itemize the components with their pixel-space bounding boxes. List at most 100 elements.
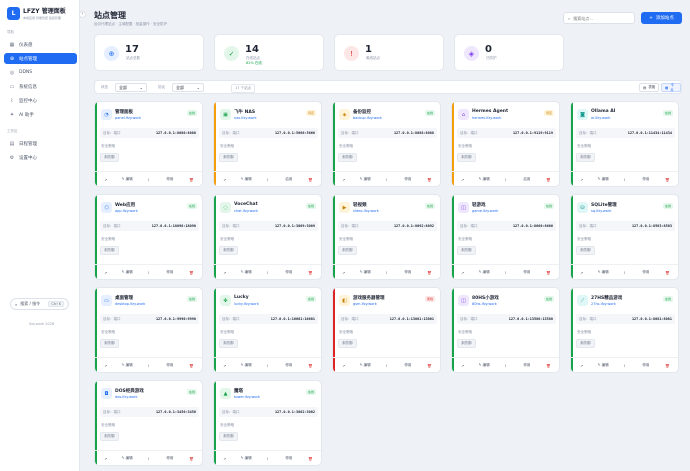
delete-icon[interactable]: 🗑 [308, 270, 313, 275]
activity-icon[interactable]: ⌇ [266, 363, 269, 368]
site-host-link[interactable]: dos.lfzy.work [115, 395, 138, 399]
edit-button[interactable]: ✎ 编辑 [597, 363, 609, 367]
toggle-button[interactable]: 停用 [166, 177, 174, 181]
toggle-button[interactable]: 停用 [285, 363, 293, 367]
site-card[interactable]: ◔ 管理面板 panel.lfzy.work 在线 目标：端口 127.0.0.1:808… [94, 101, 203, 187]
site-host-link[interactable]: lucky.lfzy.work [234, 302, 259, 306]
delete-icon[interactable]: 🗑 [189, 456, 194, 461]
site-host-link[interactable]: app.lfzy.work [115, 209, 138, 213]
open-link-icon[interactable]: ↗ [461, 177, 465, 182]
delete-icon[interactable]: 🗑 [427, 363, 432, 368]
site-card[interactable]: ⌂ Hermes Agent hermes.lfzy.work 待定 目标：端口 127.… [451, 101, 560, 187]
toggle-button[interactable]: 停用 [642, 270, 650, 274]
delete-icon[interactable]: 🗑 [189, 270, 194, 275]
toggle-button[interactable]: 停用 [166, 456, 174, 460]
search-input[interactable] [573, 15, 629, 21]
open-link-icon[interactable]: ↗ [223, 177, 227, 182]
toggle-button[interactable]: 停用 [285, 456, 293, 460]
delete-icon[interactable]: 🗑 [308, 177, 313, 182]
edit-button[interactable]: ✎ 编辑 [478, 363, 490, 367]
edit-button[interactable]: ✎ 编辑 [597, 177, 609, 181]
toggle-button[interactable]: 停用 [404, 363, 412, 367]
activity-icon[interactable]: ⌇ [266, 270, 269, 275]
site-host-link[interactable]: 27hs.lfzy.work [591, 302, 616, 306]
delete-icon[interactable]: 🗑 [308, 363, 313, 368]
site-card[interactable]: ◫ 80HS小游戏 80hs.lfzy.work 在线 目标：端口 127.0.0.1:1… [451, 287, 560, 373]
edit-button[interactable]: ✎ 编辑 [240, 270, 252, 274]
open-link-icon[interactable]: ↗ [104, 270, 108, 275]
site-search[interactable]: ⌕ [563, 12, 635, 24]
sidebar-item-settings[interactable]: ⚙ 设置中心 [4, 152, 77, 163]
edit-button[interactable]: ✎ 编辑 [121, 177, 133, 181]
edit-button[interactable]: ✎ 编辑 [597, 270, 609, 274]
site-host-link[interactable]: game.lfzy.work [472, 209, 499, 213]
sidebar-item-calendar[interactable]: ▤ 日程管理 [4, 138, 77, 149]
site-card[interactable]: ⬡ Web应用 app.lfzy.work 在线 目标：端口 127.0.0.1:1809… [94, 194, 203, 280]
activity-icon[interactable]: ⌇ [266, 456, 269, 461]
edit-button[interactable]: ✎ 编辑 [121, 363, 133, 367]
site-card[interactable]: ◌ VoceChat chat.lfzy.work 在线 目标：端口 127.0.0.1:… [213, 194, 322, 280]
edit-button[interactable]: ✎ 编辑 [121, 456, 133, 460]
toggle-button[interactable]: 停用 [523, 270, 531, 274]
edit-button[interactable]: ✎ 编辑 [359, 363, 371, 367]
toggle-button[interactable]: 停用 [642, 363, 650, 367]
toggle-button[interactable]: 停用 [285, 270, 293, 274]
delete-icon[interactable]: 🗑 [665, 363, 670, 368]
toggle-button[interactable]: 停用 [404, 177, 412, 181]
delete-icon[interactable]: 🗑 [546, 177, 551, 182]
sidebar-item-ddns[interactable]: ◎ DDNS [4, 67, 77, 78]
add-site-button[interactable]: + 添加站点 [641, 12, 682, 24]
view-card-toggle[interactable]: ▦ 卡片 [661, 83, 681, 92]
site-host-link[interactable]: hermes.lfzy.work [472, 116, 502, 120]
toggle-button[interactable]: 停用 [166, 270, 174, 274]
open-link-icon[interactable]: ↗ [223, 270, 227, 275]
brand[interactable]: L LFZY 管理面板 本地应用 智能管控 链接管理 [7, 6, 66, 20]
open-link-icon[interactable]: ↗ [342, 177, 346, 182]
site-host-link[interactable]: 80hs.lfzy.work [472, 302, 497, 306]
edit-button[interactable]: ✎ 编辑 [240, 456, 252, 460]
delete-icon[interactable]: 🗑 [189, 177, 194, 182]
site-host-link[interactable]: sq.lfzy.work [591, 209, 612, 213]
site-host-link[interactable]: chat.lfzy.work [234, 209, 258, 213]
activity-icon[interactable]: ⌇ [504, 363, 507, 368]
toggle-button[interactable]: 启用 [285, 177, 293, 181]
site-host-link[interactable]: gsm.lfzy.work [353, 302, 377, 306]
open-link-icon[interactable]: ↗ [461, 270, 465, 275]
site-card[interactable]: ▣ 飞牛 NAS nas.lfzy.work 待定 目标：端口 127.0.0.1:566… [213, 101, 322, 187]
activity-icon[interactable]: ⌇ [504, 270, 507, 275]
edit-button[interactable]: ✎ 编辑 [240, 177, 252, 181]
site-card[interactable]: ▲ 魔塔 tower.lfzy.work 在线 目标：端口 127.0.0.1:3002:… [213, 380, 322, 466]
site-host-link[interactable]: nas.lfzy.work [234, 116, 257, 120]
activity-icon[interactable]: ⌇ [504, 177, 507, 182]
sidebar-item-system[interactable]: ▭ 系统信息 [4, 81, 77, 92]
site-card[interactable]: ◫ 轻游戏 game.lfzy.work 在线 目标：端口 127.0.0.1:8666:… [451, 194, 560, 280]
open-link-icon[interactable]: ↗ [342, 270, 346, 275]
toggle-button[interactable]: 停用 [404, 270, 412, 274]
site-card[interactable]: ✤ Lucky lucky.lfzy.work 在线 目标：端口 127.0.0.1:16… [213, 287, 322, 373]
open-link-icon[interactable]: ↗ [104, 363, 108, 368]
sidebar-item-monitor[interactable]: ⌇ 监控中心 [4, 95, 77, 106]
activity-icon[interactable]: ⌇ [147, 270, 150, 275]
activity-icon[interactable]: ⌇ [623, 177, 626, 182]
edit-button[interactable]: ✎ 编辑 [478, 177, 490, 181]
site-card[interactable]: ◙ Ollama AI ai.lfzy.work 在线 目标：端口 127.0.0.1:1… [570, 101, 679, 187]
site-host-link[interactable]: ai.lfzy.work [591, 116, 611, 120]
site-host-link[interactable]: video.lfzy.work [353, 209, 379, 213]
sidebar-item-dashboard[interactable]: ▦ 仪表盘 [4, 39, 77, 50]
collapse-sidebar-icon[interactable]: ‹ [79, 11, 86, 18]
edit-button[interactable]: ✎ 编辑 [240, 363, 252, 367]
activity-icon[interactable]: ⌇ [385, 363, 388, 368]
site-card[interactable]: ⟋ 27HS精品游戏 27hs.lfzy.work 在线 目标：端口 127.0.0.1:… [570, 287, 679, 373]
site-card[interactable]: ⛁ SQLite管理 sq.lfzy.work 在线 目标：端口 127.0.0.1:85… [570, 194, 679, 280]
delete-icon[interactable]: 🗑 [546, 270, 551, 275]
activity-icon[interactable]: ⌇ [623, 363, 626, 368]
activity-icon[interactable]: ⌇ [147, 363, 150, 368]
edit-button[interactable]: ✎ 编辑 [359, 177, 371, 181]
delete-icon[interactable]: 🗑 [189, 363, 194, 368]
open-link-icon[interactable]: ↗ [580, 270, 584, 275]
activity-icon[interactable]: ⌇ [385, 270, 388, 275]
open-link-icon[interactable]: ↗ [223, 456, 227, 461]
open-link-icon[interactable]: ↗ [461, 363, 465, 368]
site-host-link[interactable]: desktop.lfzy.work [115, 302, 146, 306]
edit-button[interactable]: ✎ 编辑 [478, 270, 490, 274]
